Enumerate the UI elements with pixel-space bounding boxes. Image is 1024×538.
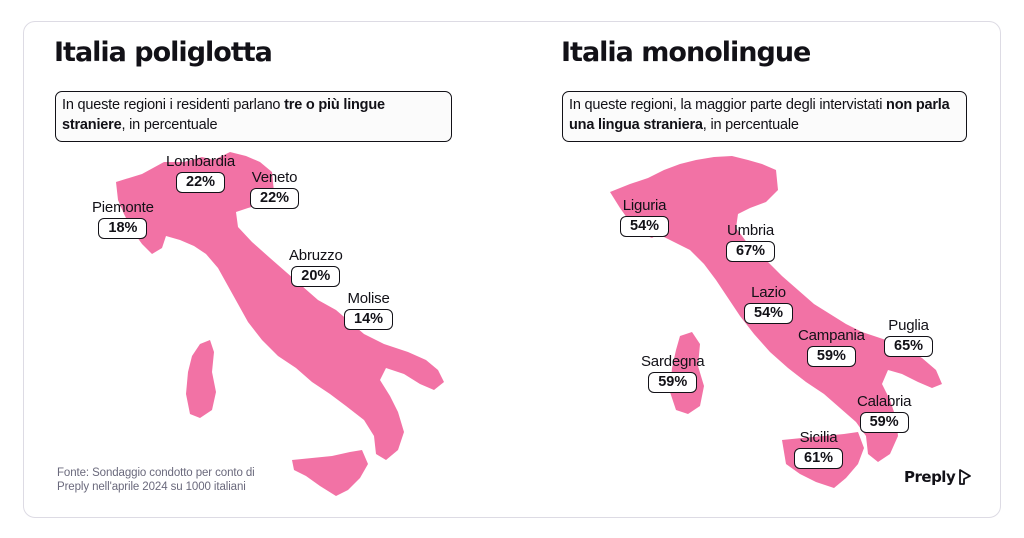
italy-mainland-shape-left: [116, 152, 444, 460]
region-campania: Campania 59%: [798, 327, 865, 367]
region-percentage: 59%: [806, 346, 856, 367]
region-percentage: 22%: [250, 188, 300, 209]
right-panel-title: Italia monolingue: [561, 37, 811, 68]
region-name: Liguria: [622, 197, 667, 214]
infographic-card: Italia poliglotta In queste regioni i re…: [23, 21, 1001, 518]
brand-logo: Preply: [904, 468, 972, 486]
region-percentage: 65%: [884, 336, 934, 357]
region-umbria: Umbria 67%: [726, 222, 776, 262]
region-name: Sicilia: [799, 429, 838, 446]
region-piemonte: Piemonte 18%: [92, 199, 154, 239]
region-percentage: 59%: [859, 412, 909, 433]
left-panel-description: In queste regioni i residenti parlano tr…: [55, 91, 452, 142]
region-percentage: 59%: [648, 372, 698, 393]
region-name: Piemonte: [92, 199, 154, 216]
left-panel-title: Italia poliglotta: [54, 37, 273, 68]
region-percentage: 67%: [726, 241, 776, 262]
region-percentage: 54%: [744, 303, 794, 324]
italy-mainland-left: [116, 152, 444, 496]
region-name: Lazio: [751, 284, 786, 301]
region-percentage: 61%: [794, 448, 844, 469]
source-note: Fonte: Sondaggio condotto per conto di P…: [57, 467, 255, 493]
sardinia-shape-left: [186, 340, 216, 418]
region-puglia: Puglia 65%: [884, 317, 934, 357]
region-percentage: 14%: [344, 309, 394, 330]
region-name: Veneto: [251, 169, 298, 186]
right-panel-description: In queste regioni, la maggior parte degl…: [562, 91, 967, 142]
region-name: Campania: [798, 327, 865, 344]
left-note-bold: tre o più lingue straniere: [62, 97, 385, 133]
region-name: Calabria: [857, 393, 912, 410]
region-liguria: Liguria 54%: [620, 197, 670, 237]
region-name: Lombardia: [166, 153, 236, 170]
right-note-tail: , in percentuale: [702, 117, 799, 133]
region-sicilia: Sicilia 61%: [794, 429, 844, 469]
left-note-tail: , in percentuale: [121, 117, 218, 133]
region-lombardia: Lombardia 22%: [166, 153, 235, 193]
region-abruzzo: Abruzzo 20%: [289, 247, 343, 287]
region-name: Umbria: [726, 222, 775, 239]
region-percentage: 18%: [98, 218, 148, 239]
region-name: Puglia: [888, 317, 929, 334]
region-percentage: 20%: [291, 266, 341, 287]
left-note-text: In queste regioni i residenti parlano: [62, 97, 285, 113]
region-percentage: 22%: [176, 172, 226, 193]
region-veneto: Veneto 22%: [250, 169, 300, 209]
region-lazio: Lazio 54%: [744, 284, 794, 324]
region-calabria: Calabria 59%: [857, 393, 911, 433]
region-name: Molise: [347, 290, 390, 307]
region-name: Abruzzo: [289, 247, 343, 264]
region-sardegna: Sardegna 59%: [641, 353, 705, 393]
brand-wordmark: Preply: [904, 468, 956, 486]
preply-logo-icon: [959, 469, 972, 485]
right-note-bold: non parla una lingua straniera: [569, 97, 950, 133]
sicily-shape-left: [292, 450, 368, 496]
right-note-text: In queste regioni, la maggior parte degl…: [569, 97, 887, 113]
region-name: Sardegna: [641, 353, 705, 370]
region-molise: Molise 14%: [344, 290, 394, 330]
region-percentage: 54%: [620, 216, 670, 237]
